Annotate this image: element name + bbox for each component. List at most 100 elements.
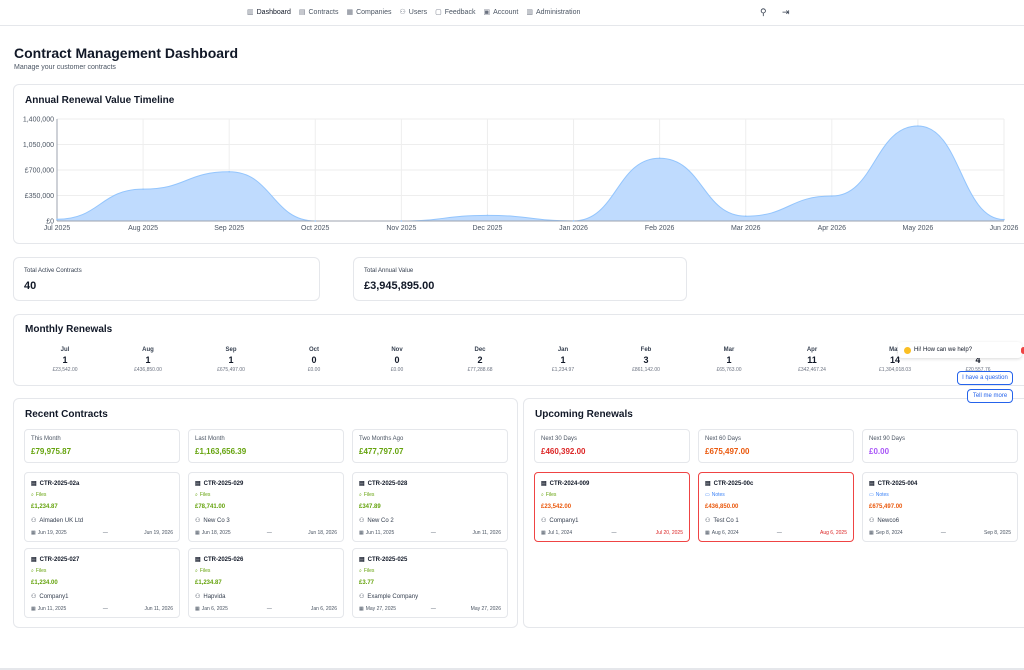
month-renewal-jan[interactable]: Jan 1 £1,234.97 [533,347,593,373]
contract-id[interactable]: ▤ CTR-2025-025 [359,556,407,564]
user-icon: ⚇ [705,518,711,524]
month-renewal-sep[interactable]: Sep 1 £675,497.00 [201,347,261,373]
contract-dates: ▦ Jun 18, 2025 — Jun 18, 2026 [195,530,337,536]
contract-company-name: Hapvida [203,593,226,600]
contract-start-date: ▦ Jan 6, 2025 [195,606,228,612]
contract-company-name: Company1 [549,517,579,524]
annual-value-card: Total Annual Value £3,945,895.00 [353,257,687,301]
month-label: Aug [142,347,154,353]
contract-tag[interactable]: ⌕ Files [541,492,556,498]
recent-contract-card[interactable]: ▤ CTR-2025-029 ⌕ Files £78,741.00 ⚇ New Co 3 ▦ J… [188,472,344,542]
contract-tag[interactable]: ⌕ Files [359,492,374,498]
contract-id[interactable]: ▤ CTR-2024-009 [541,480,589,488]
contract-id[interactable]: ▤ CTR-2025-027 [31,556,79,564]
contract-dates: ▦ Jun 11, 2025 — Jun 11, 2026 [359,530,501,536]
nav-feedback[interactable]: ▢ Feedback [435,8,476,17]
contract-start-date: ▦ Aug 6, 2024 [705,530,739,536]
nav-users[interactable]: ⚇ Users [399,8,428,17]
month-label: Jan [557,347,569,353]
area-fill [57,125,1004,221]
month-renewal-nov[interactable]: Nov 0 £0.00 [367,347,427,373]
month-renewal-jul[interactable]: Jul 1 £23,542.00 [35,347,95,373]
chat-question-button[interactable]: I have a question [957,371,1013,385]
month-value: £342,467.24 [798,367,826,373]
upcoming-summary-value: £0.00 [869,447,890,456]
nav-dashboard[interactable]: ▥ Dashboard [247,8,291,17]
contract-tag-label: Notes [711,492,725,498]
contract-tag[interactable]: ⌕ Files [195,568,210,574]
contract-id[interactable]: ▤ CTR-2025-00c [705,480,753,488]
recent-summary-value: £477,797.07 [359,447,404,456]
contract-tag[interactable]: ⌕ Files [31,568,46,574]
page-title: Contract Management Dashboard [14,45,239,61]
profile-icon[interactable]: ⚲ [760,7,767,17]
contract-id[interactable]: ▤ CTR-2025-028 [359,480,408,488]
contract-amount: £675,497.00 [869,504,903,510]
contract-start-date: ▦ Jun 18, 2025 [195,530,231,536]
month-value: £23,542.00 [52,367,78,373]
upcoming-contract-card[interactable]: ▤ CTR-2025-004 ▭ Notes £675,497.00 ⚇ Newco6 ▦ Se… [862,472,1018,542]
contract-company: ⚇ Newco6 [869,517,899,525]
month-label: Oct [308,347,319,353]
y-tick-label: £700,000 [25,168,54,175]
contract-start-date: ▦ May 27, 2025 [359,606,396,612]
chat-greeting[interactable]: Hi! How can we help? [898,342,1022,358]
contract-start-date: ▦ Jun 19, 2025 [31,530,67,536]
month-renewal-dec[interactable]: Dec 2 £77,288.68 [450,347,510,373]
contract-id[interactable]: ▤ CTR-2025-029 [195,480,243,488]
contract-end-date: Jun 18, 2026 [308,530,337,536]
recent-contract-card[interactable]: ▤ CTR-2025-028 ⌕ Files £347.89 ⚇ New Co 2 ▦ Jun … [352,472,508,542]
nav-contracts[interactable]: ▤ Contracts [298,8,339,17]
x-tick-label: Jan 2026 [559,225,588,232]
chart-title: Annual Renewal Value Timeline [25,95,175,106]
month-renewal-may[interactable]: May 14 £1,304,018.03 [865,347,925,373]
recent-contract-card[interactable]: ▤ CTR-2025-02a ⌕ Files £1,234.87 ⚇ Almaden UK … [24,472,180,542]
nav-companies[interactable]: ▦ Companies [346,8,391,17]
contract-tag-label: Files [363,492,375,498]
contract-id-text: CTR-2025-004 [877,480,918,487]
user-icon: ⚇ [195,518,201,524]
start-date-text: Aug 6, 2024 [711,530,739,536]
start-date-text: Jun 19, 2025 [37,530,67,536]
date-separator: — [430,606,436,612]
logout-icon[interactable]: ⇥ [782,7,790,17]
recent-contract-card[interactable]: ▤ CTR-2025-026 ⌕ Files £1,234.87 ⚇ Hapvida ▦ Jan… [188,548,344,618]
month-renewal-mar[interactable]: Mar 1 £65,763.00 [699,347,759,373]
recent-summary-value: £79,975.87 [31,447,72,456]
contract-id-text: CTR-2025-028 [367,480,408,487]
month-renewal-apr[interactable]: Apr 11 £342,467.24 [782,347,842,373]
contract-company: ⚇ Test Co 1 [705,517,739,525]
calendar-icon: ▦ [705,530,710,536]
users-icon: ⚇ [399,9,406,16]
contract-tag[interactable]: ⌕ Files [31,492,46,498]
upcoming-summary-value: £460,392.00 [541,447,586,456]
nav-feedback-label: Feedback [444,8,476,16]
recent-contract-card[interactable]: ▤ CTR-2025-025 ⌕ Files £3.77 ⚇ Example Company… [352,548,508,618]
data-point-mar-2026 [744,215,747,218]
recent-contract-card[interactable]: ▤ CTR-2025-027 ⌕ Files £1,234.00 ⚇ Company1 ▦ Ju… [24,548,180,618]
nav-account[interactable]: ▣ Account [483,8,518,17]
contract-tag[interactable]: ⌕ Files [195,492,210,498]
contract-tag[interactable]: ▭ Notes [869,492,889,498]
contract-company-name: New Co 2 [367,517,394,524]
upcoming-contract-card[interactable]: ▤ CTR-2025-00c ▭ Notes £436,850.00 ⚇ Test Co 1… [698,472,854,542]
nav-administration[interactable]: ▥ Administration [526,8,580,17]
month-renewal-feb[interactable]: Feb 3 £861,142.00 [616,347,676,373]
file-icon: ▤ [298,9,306,16]
contract-end-date: Jun 19, 2026 [144,530,173,536]
contract-id[interactable]: ▤ CTR-2025-004 [869,480,918,488]
contract-tag[interactable]: ▭ Notes [705,492,725,498]
month-label: May [889,347,901,353]
chat-greeting-text: Hi! How can we help? [914,347,973,353]
recent-summary-card: Two Months Ago £477,797.07 [352,429,508,463]
upcoming-contract-card[interactable]: ▤ CTR-2024-009 ⌕ Files £23,542.00 ⚇ Company1 ▦ J… [534,472,690,542]
chat-tell-more-button[interactable]: Tell me more [967,389,1013,403]
contract-tag[interactable]: ⌕ Files [359,568,374,574]
contract-id[interactable]: ▤ CTR-2025-026 [195,556,243,564]
x-tick-label: Sep 2025 [214,225,244,232]
date-separator: — [266,530,272,536]
month-renewal-aug[interactable]: Aug 1 £436,850.00 [118,347,178,373]
month-label: Nov [391,347,403,353]
month-renewal-oct[interactable]: Oct 0 £0.00 [284,347,344,373]
contract-id[interactable]: ▤ CTR-2025-02a [31,480,79,488]
